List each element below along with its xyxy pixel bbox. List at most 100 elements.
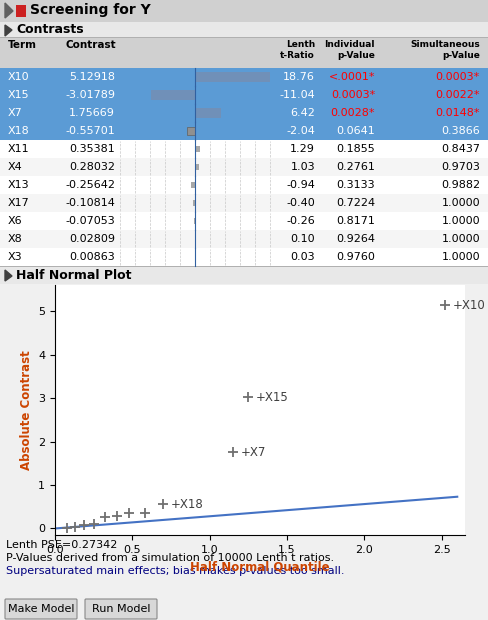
Bar: [194, 218, 195, 224]
Text: 1.75669: 1.75669: [69, 108, 115, 118]
Text: 0.0148*: 0.0148*: [435, 108, 479, 118]
Polygon shape: [5, 270, 12, 281]
Text: 18.76: 18.76: [283, 72, 314, 82]
Text: X4: X4: [8, 162, 23, 172]
Text: Term: Term: [8, 40, 37, 50]
Text: 0.9882: 0.9882: [440, 180, 479, 190]
Bar: [0, 122, 488, 140]
Bar: [0, 158, 488, 176]
Text: P-Values derived from a simulation of 10000 Lenth t ratios.: P-Values derived from a simulation of 10…: [6, 553, 333, 563]
Text: 1.0000: 1.0000: [441, 216, 479, 226]
Text: X11: X11: [8, 144, 30, 154]
Text: 1.0000: 1.0000: [441, 252, 479, 262]
Bar: [0, 38, 488, 68]
Text: X18: X18: [8, 126, 30, 136]
Text: Screening for Y: Screening for Y: [30, 3, 150, 17]
Text: Contrasts: Contrasts: [16, 23, 83, 36]
Text: 0.3133: 0.3133: [336, 180, 374, 190]
Text: Run Model: Run Model: [92, 604, 150, 614]
Bar: [195, 164, 199, 170]
Bar: [0, 86, 488, 104]
Text: 0.00863: 0.00863: [69, 252, 115, 262]
Text: X10: X10: [8, 72, 30, 82]
Text: 0.8437: 0.8437: [440, 144, 479, 154]
Text: -0.25642: -0.25642: [65, 180, 115, 190]
Text: 0.8171: 0.8171: [335, 216, 374, 226]
Text: Lenth PSE=0.27342: Lenth PSE=0.27342: [6, 540, 117, 550]
Text: 0.9264: 0.9264: [335, 234, 374, 244]
Text: -0.10814: -0.10814: [65, 198, 115, 208]
FancyBboxPatch shape: [85, 599, 157, 619]
Text: 0.9703: 0.9703: [440, 162, 479, 172]
Text: Individual
p-Value: Individual p-Value: [324, 40, 374, 60]
Bar: [0, 176, 488, 194]
Text: 0.0022*: 0.0022*: [435, 90, 479, 100]
Text: Contrast: Contrast: [65, 40, 115, 50]
Text: X6: X6: [8, 216, 22, 226]
Text: 0.0003*: 0.0003*: [330, 90, 374, 100]
Polygon shape: [5, 3, 13, 18]
Polygon shape: [5, 25, 12, 36]
Text: 1.0000: 1.0000: [441, 234, 479, 244]
Bar: [195, 72, 269, 82]
Bar: [0, 37, 488, 38]
Text: Simultaneous
p-Value: Simultaneous p-Value: [409, 40, 479, 60]
Bar: [0, 0, 488, 22]
Bar: [0, 266, 488, 267]
Text: 0.10: 0.10: [290, 234, 314, 244]
Text: Lenth
t-Ratio: Lenth t-Ratio: [280, 40, 314, 60]
Text: X8: X8: [8, 234, 23, 244]
Bar: [16, 5, 26, 17]
Text: -11.04: -11.04: [279, 90, 314, 100]
Text: 0.0028*: 0.0028*: [330, 108, 374, 118]
Bar: [0, 248, 488, 266]
Text: -0.55701: -0.55701: [65, 126, 115, 136]
Text: Supersaturated main effects; bias makes p-values too small.: Supersaturated main effects; bias makes …: [6, 566, 344, 576]
Text: -0.07053: -0.07053: [65, 216, 115, 226]
Text: -2.04: -2.04: [285, 126, 314, 136]
Bar: [0, 267, 488, 284]
Bar: [195, 108, 220, 118]
Text: X13: X13: [8, 180, 30, 190]
Text: 0.03: 0.03: [290, 252, 314, 262]
Bar: [0, 230, 488, 248]
Bar: [186, 127, 195, 135]
Bar: [0, 68, 488, 86]
Text: 0.35381: 0.35381: [69, 144, 115, 154]
Text: 0.28032: 0.28032: [69, 162, 115, 172]
X-axis label: Half Normal Quantile: Half Normal Quantile: [190, 560, 329, 574]
Text: X7: X7: [8, 108, 23, 118]
Bar: [151, 90, 195, 100]
Bar: [0, 22, 488, 38]
Bar: [195, 146, 200, 153]
FancyBboxPatch shape: [5, 599, 77, 619]
Text: 0.9760: 0.9760: [335, 252, 374, 262]
Text: -0.94: -0.94: [285, 180, 314, 190]
Text: X15: X15: [8, 90, 30, 100]
Text: 0.7224: 0.7224: [335, 198, 374, 208]
Text: 1.0000: 1.0000: [441, 198, 479, 208]
Text: +X10: +X10: [452, 299, 485, 312]
Bar: [0, 140, 488, 158]
Bar: [191, 182, 195, 188]
Text: +X15: +X15: [256, 391, 288, 404]
Text: 1.29: 1.29: [289, 144, 314, 154]
Text: 0.02809: 0.02809: [69, 234, 115, 244]
Text: +X18: +X18: [171, 498, 203, 511]
Text: -3.01789: -3.01789: [65, 90, 115, 100]
Text: X3: X3: [8, 252, 22, 262]
Text: 0.0641: 0.0641: [336, 126, 374, 136]
Text: 0.3866: 0.3866: [440, 126, 479, 136]
Text: X17: X17: [8, 198, 30, 208]
Bar: [193, 200, 195, 206]
Text: Half Normal Plot: Half Normal Plot: [16, 269, 131, 282]
Text: 0.1855: 0.1855: [336, 144, 374, 154]
Y-axis label: Absolute Contrast: Absolute Contrast: [20, 350, 33, 470]
Bar: [0, 104, 488, 122]
Text: 6.42: 6.42: [289, 108, 314, 118]
Text: -0.40: -0.40: [285, 198, 314, 208]
Text: Make Model: Make Model: [8, 604, 74, 614]
Text: <.0001*: <.0001*: [328, 72, 374, 82]
Text: 0.0003*: 0.0003*: [435, 72, 479, 82]
Bar: [0, 212, 488, 230]
